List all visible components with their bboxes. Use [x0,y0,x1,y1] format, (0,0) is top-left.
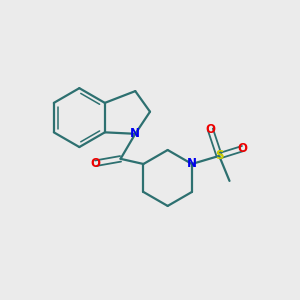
Text: O: O [91,157,100,170]
Text: N: N [130,127,140,140]
Text: N: N [187,158,197,170]
Text: O: O [206,123,215,136]
Text: O: O [238,142,248,155]
Text: S: S [215,149,224,162]
